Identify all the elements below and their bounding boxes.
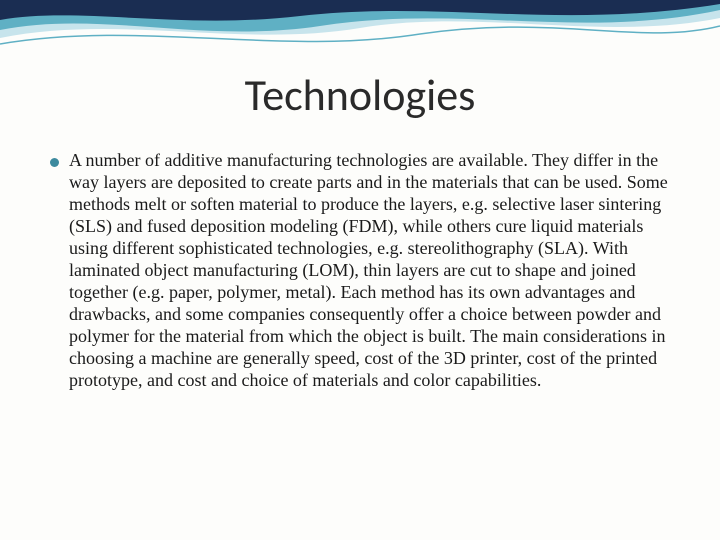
wave-teal <box>0 0 720 31</box>
wave-light <box>0 0 720 38</box>
wave-accent-line <box>0 26 720 44</box>
bullet-item: A number of additive manufacturing techn… <box>50 150 670 391</box>
slide-title: Technologies <box>0 68 720 122</box>
bullet-icon <box>50 158 59 167</box>
content-area: A number of additive manufacturing techn… <box>50 150 670 391</box>
slide: Technologies A number of additive manufa… <box>0 0 720 540</box>
body-paragraph: A number of additive manufacturing techn… <box>69 150 670 391</box>
wave-dark <box>0 0 720 21</box>
